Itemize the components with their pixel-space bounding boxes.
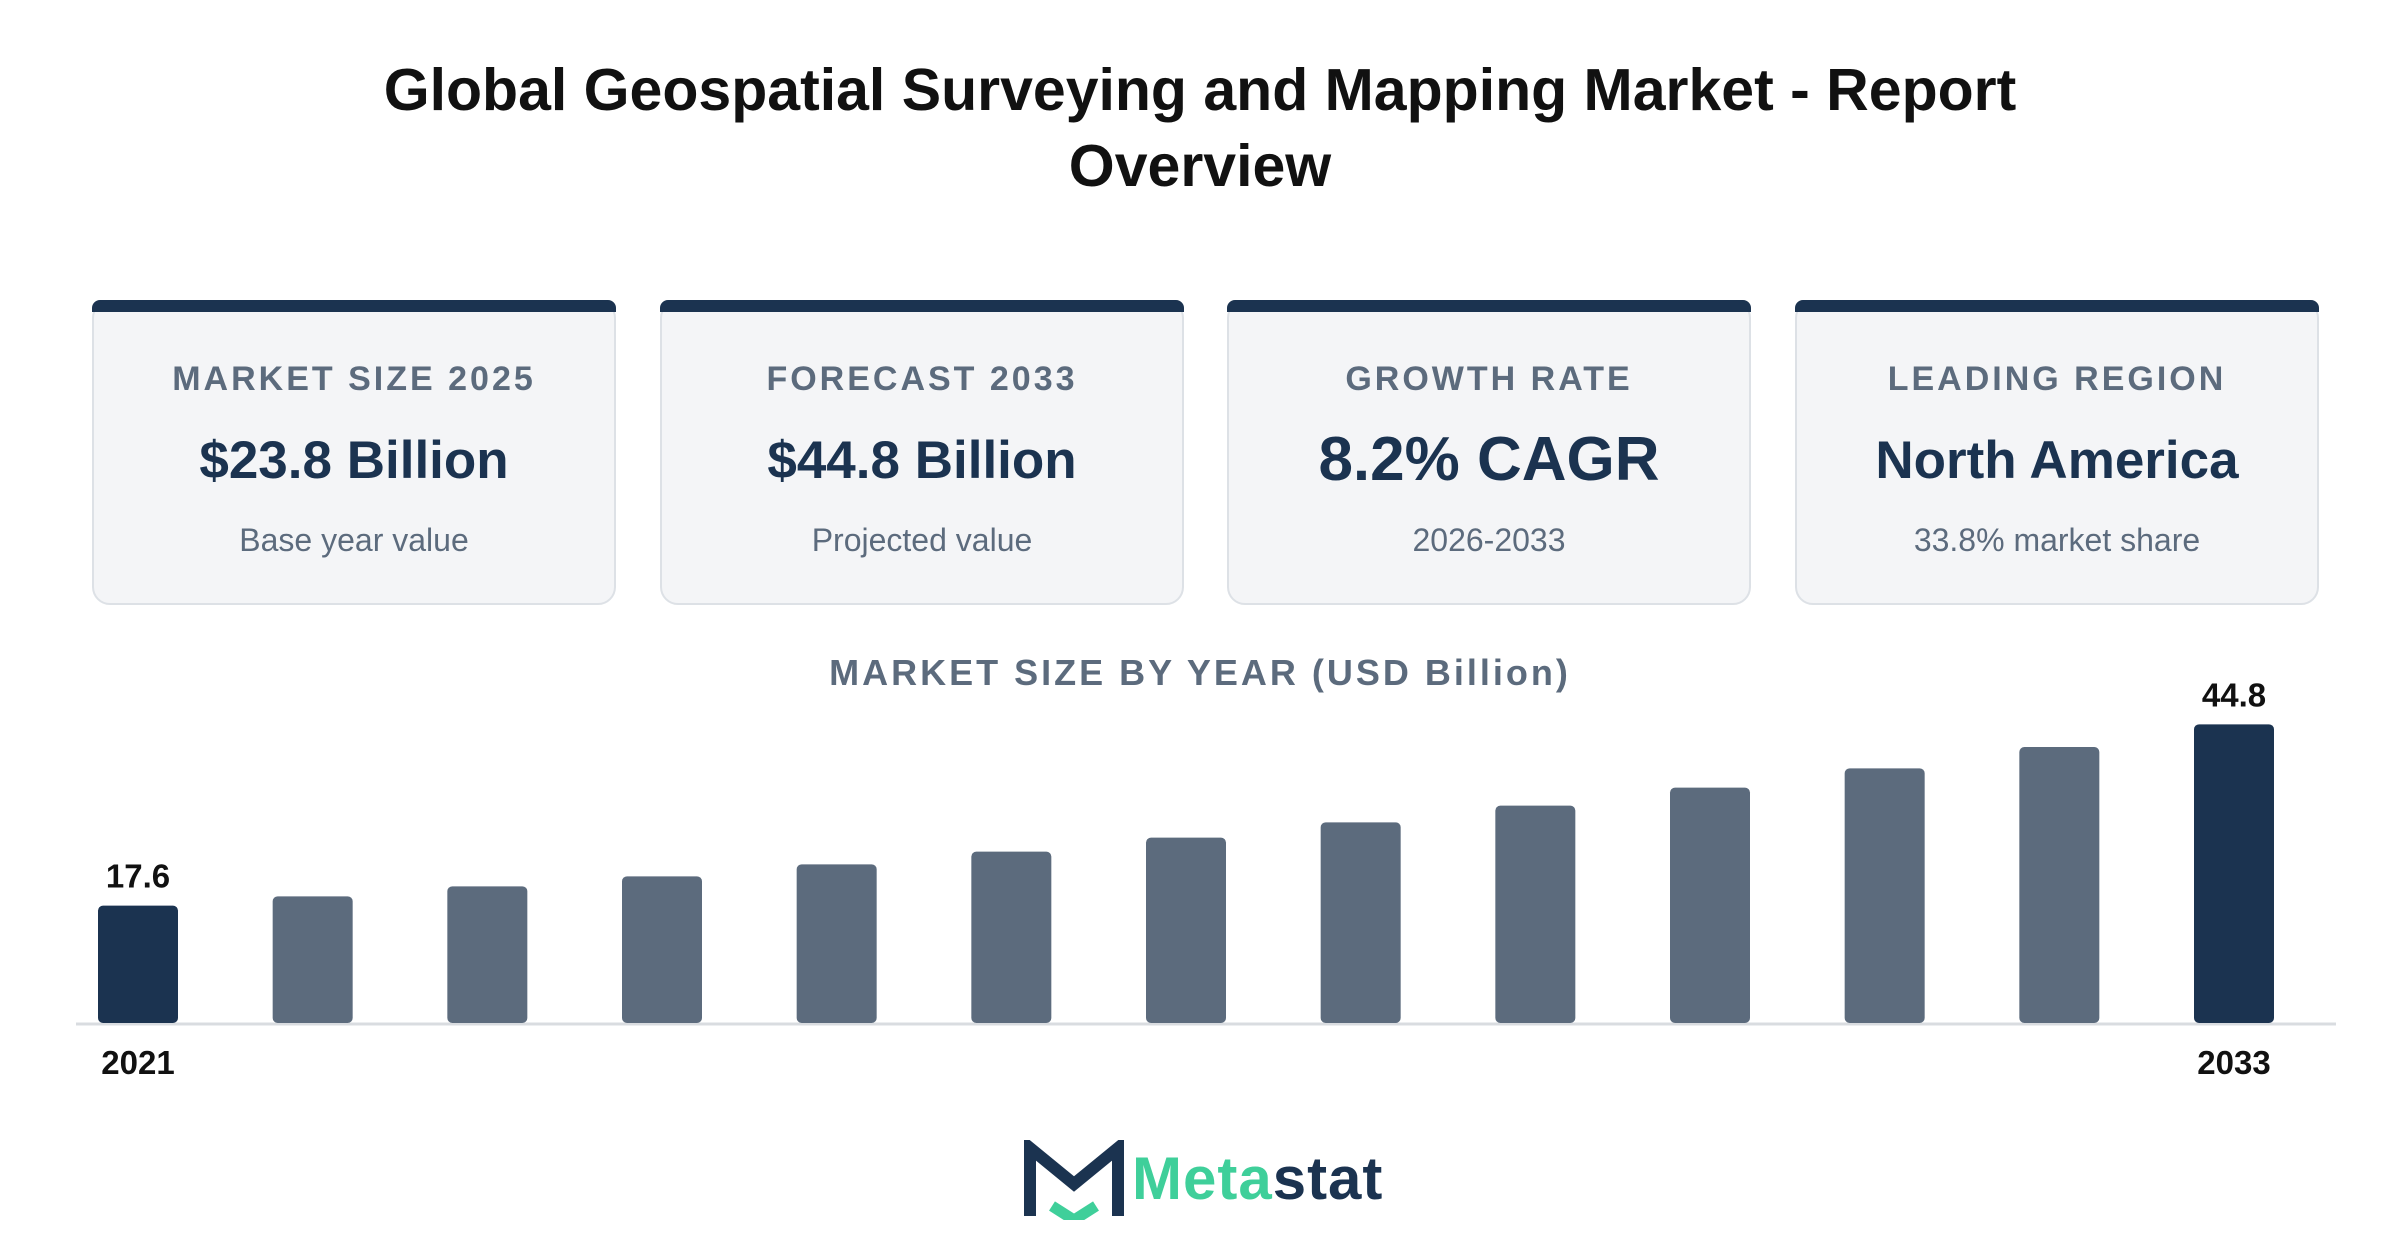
kpi-card-growth-rate: GROWTH RATE 8.2% CAGR 2026-2033 — [1227, 300, 1751, 605]
x-tick-label: 2033 — [2197, 1044, 2270, 1081]
bar-chart: 17.6 2021 44.8 2033 — [76, 676, 2336, 1081]
card-value: North America — [1875, 431, 2239, 490]
card-subtext: Base year value — [239, 522, 469, 558]
kpi-card-leading-region: LEADING REGION North America 33.8% marke… — [1795, 300, 2319, 605]
bar-2032 — [2019, 747, 2100, 1023]
bar-2024 — [622, 876, 702, 1023]
logo-text-stat: stat — [1272, 1145, 1384, 1212]
card-label: LEADING REGION — [1887, 360, 2227, 398]
card-value: 8.2% CAGR — [1318, 425, 1660, 494]
card-label: FORECAST 2033 — [766, 360, 1078, 398]
x-tick-label: 2021 — [101, 1044, 174, 1081]
bar-2027 — [1146, 837, 1226, 1023]
card-accent-bar — [660, 300, 1184, 312]
logo-text-meta: Meta — [1132, 1145, 1273, 1212]
card-label: MARKET SIZE 2025 — [172, 360, 536, 398]
chart-title: MARKET SIZE BY YEAR (USD Billion) — [829, 652, 1571, 693]
bar-2028 — [1320, 822, 1401, 1023]
card-value: $44.8 Billion — [767, 431, 1077, 490]
card-subtext: 33.8% market share — [1913, 522, 2201, 558]
kpi-card-forecast: FORECAST 2033 $44.8 Billion Projected va… — [660, 300, 1184, 605]
page-title: Global Geospatial Surveying and Mapping … — [383, 57, 2017, 199]
card-label: GROWTH RATE — [1345, 360, 1633, 398]
card-value: $23.8 Billion — [199, 431, 509, 490]
card-accent-bar — [92, 300, 616, 312]
metastat-logo-icon — [1024, 1135, 1124, 1227]
data-label: 44.8 — [2202, 676, 2266, 713]
bar-2030 — [1670, 787, 1750, 1023]
bar-2022 — [272, 896, 353, 1023]
data-label: 17.6 — [106, 858, 170, 895]
bar-2031 — [1844, 768, 1925, 1023]
bar-2026 — [971, 851, 1052, 1023]
bar-2023 — [447, 886, 528, 1023]
metastat-logo: Metastat — [1024, 1135, 1404, 1227]
card-accent-bar — [1227, 300, 1751, 312]
kpi-card-market-size: MARKET SIZE 2025 $23.8 Billion Base year… — [92, 300, 616, 605]
card-subtext: Projected value — [811, 522, 1033, 558]
bar-2021 — [98, 905, 178, 1023]
kpi-cards: MARKET SIZE 2025 $23.8 Billion Base year… — [92, 300, 2322, 605]
bar-2025 — [796, 864, 877, 1023]
card-accent-bar — [1795, 300, 2319, 312]
bar-2029 — [1495, 805, 1576, 1023]
card-subtext: 2026-2033 — [1412, 522, 1566, 558]
logo-wordmark: Metastat — [1132, 1144, 1383, 1213]
bar-2033 — [2194, 724, 2274, 1023]
